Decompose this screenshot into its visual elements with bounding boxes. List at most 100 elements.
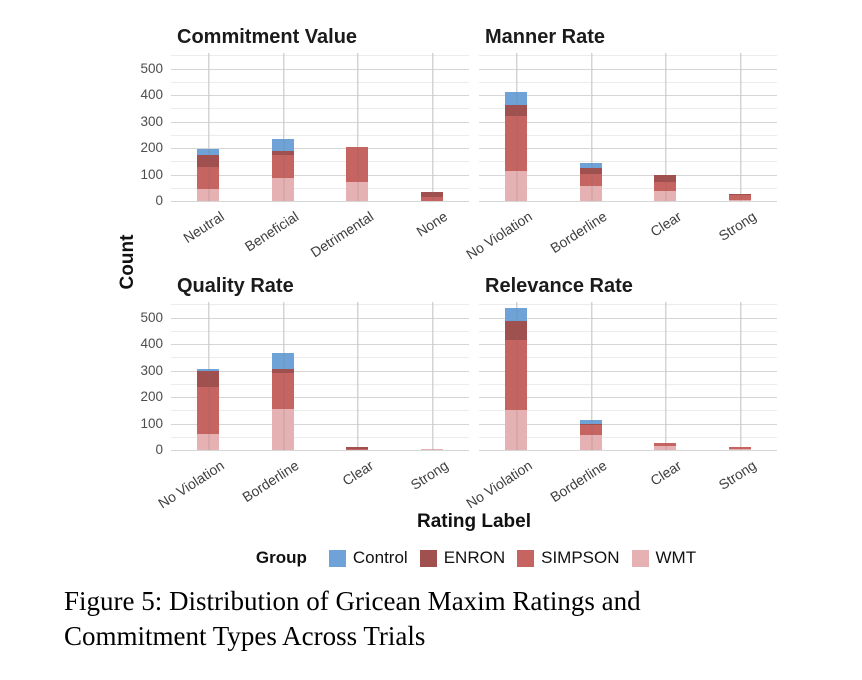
- y-axis-title: Count: [117, 234, 138, 290]
- gridline-minor: [171, 161, 469, 163]
- x-tick-label: Clear: [339, 457, 376, 489]
- bar-segment-control: [271, 353, 294, 370]
- gridline-overlay: [208, 302, 211, 450]
- caption-line-2: Commitment Types Across Trials: [64, 621, 426, 651]
- gridline-overlay: [665, 53, 668, 201]
- bar-segment-wmt: [579, 185, 602, 201]
- legend-label: ENRON: [443, 548, 506, 567]
- gridline-major: [171, 344, 469, 345]
- facet-title: Commitment Value: [177, 26, 358, 48]
- bar-segment-simpson: [197, 387, 220, 434]
- gridline-major: [171, 423, 469, 425]
- bar-segment-wmt: [271, 178, 294, 201]
- y-tick-label: 500: [140, 309, 163, 325]
- legend-swatch-control: [328, 549, 346, 567]
- gridline-major: [479, 148, 777, 149]
- gridline-minor: [171, 134, 469, 136]
- caption-line-1: Figure 5: Distribution of Gricean Maxim …: [64, 586, 641, 616]
- bar-segment-enron: [197, 154, 220, 167]
- legend-item-simpson: SIMPSON: [517, 548, 620, 568]
- facet-panel-3: [479, 302, 777, 451]
- bar-segment-wmt: [346, 182, 369, 201]
- gridline-overlay: [357, 302, 360, 450]
- gridline-overlay: [590, 53, 593, 201]
- gridline-minor: [171, 436, 469, 438]
- gridline-overlay: [282, 302, 285, 450]
- bar-segment-simpson: [579, 173, 602, 186]
- bar-segment-wmt: [654, 445, 677, 450]
- x-tick-label: No Violation: [155, 457, 227, 512]
- legend-label: Control: [352, 548, 408, 567]
- gridline-minor: [171, 383, 469, 385]
- y-tick-label: 200: [140, 140, 163, 155]
- gridline-major: [171, 450, 469, 451]
- gridline-major: [479, 121, 777, 123]
- legend-title: Group: [255, 548, 307, 567]
- bar-segment-simpson: [654, 181, 677, 192]
- bar-segment-enron: [728, 193, 751, 195]
- gridline-minor: [479, 134, 777, 136]
- gridline-minor: [479, 410, 777, 412]
- gridline-minor: [479, 383, 777, 385]
- gridline-overlay: [739, 53, 742, 201]
- bar-segment-simpson: [505, 116, 528, 171]
- gridline-minor: [479, 108, 777, 110]
- bar-segment-simpson: [505, 340, 528, 411]
- gridline-minor: [171, 187, 469, 189]
- bar-segment-enron: [271, 150, 294, 155]
- legend-swatch-wmt: [631, 549, 649, 567]
- bar-segment-wmt: [728, 200, 751, 201]
- bar-segment-wmt: [728, 448, 751, 450]
- gridline-vertical: [208, 53, 210, 201]
- gridline-minor: [479, 161, 777, 163]
- gridline-vertical: [665, 53, 667, 201]
- gridline-overlay: [282, 53, 285, 201]
- gridline-major: [171, 148, 469, 149]
- gridline-minor: [171, 410, 469, 412]
- gridline-major: [171, 95, 469, 96]
- gridline-major: [479, 423, 777, 425]
- legend-item-enron: ENRON: [419, 548, 506, 568]
- bar-segment-control: [579, 163, 602, 168]
- gridline-minor: [479, 330, 777, 332]
- facet-panel-2: [171, 302, 469, 451]
- gridline-minor: [479, 304, 777, 306]
- x-tick-label: Strong: [715, 457, 759, 493]
- bar-segment-control: [579, 419, 602, 424]
- legend-swatch-enron: [419, 549, 437, 567]
- bar-segment-simpson: [271, 154, 294, 179]
- y-tick-label: 400: [140, 336, 163, 351]
- gridline-vertical: [665, 302, 667, 450]
- y-tick-label: 500: [140, 60, 163, 76]
- bar-segment-enron: [346, 446, 369, 450]
- gridline-minor: [171, 55, 469, 57]
- x-axis-title: Rating Label: [416, 511, 531, 532]
- gridline-minor: [171, 330, 469, 332]
- gridline-major: [479, 317, 777, 319]
- facet-panel-1: [479, 53, 777, 202]
- y-tick-label: 400: [140, 87, 163, 102]
- bar-segment-simpson: [420, 197, 443, 201]
- bar-segment-control: [271, 138, 294, 151]
- x-tick-label: No Violation: [463, 457, 535, 512]
- x-tick-label: Strong: [715, 208, 759, 244]
- gridline-major: [479, 201, 777, 202]
- x-tick-label: Clear: [647, 457, 684, 489]
- gridline-vertical: [590, 53, 592, 201]
- bar-segment-control: [505, 308, 528, 321]
- x-tick-label: None: [413, 208, 451, 240]
- gridline-vertical: [590, 302, 592, 450]
- bar-segment-enron: [654, 175, 677, 182]
- x-tick-label: Detrimental: [307, 208, 376, 261]
- y-tick-label: 300: [140, 113, 163, 129]
- bar-segment-enron: [505, 105, 528, 117]
- gridline-minor: [171, 357, 469, 359]
- x-tick-label: Borderline: [547, 457, 610, 506]
- gridline-major: [171, 174, 469, 176]
- bar-segment-wmt: [197, 189, 220, 201]
- facet-title: Manner Rate: [485, 26, 606, 48]
- gridline-minor: [171, 108, 469, 110]
- bar-segment-simpson: [579, 424, 602, 435]
- legend-item-wmt: WMT: [631, 548, 696, 568]
- bar-segment-enron: [579, 167, 602, 174]
